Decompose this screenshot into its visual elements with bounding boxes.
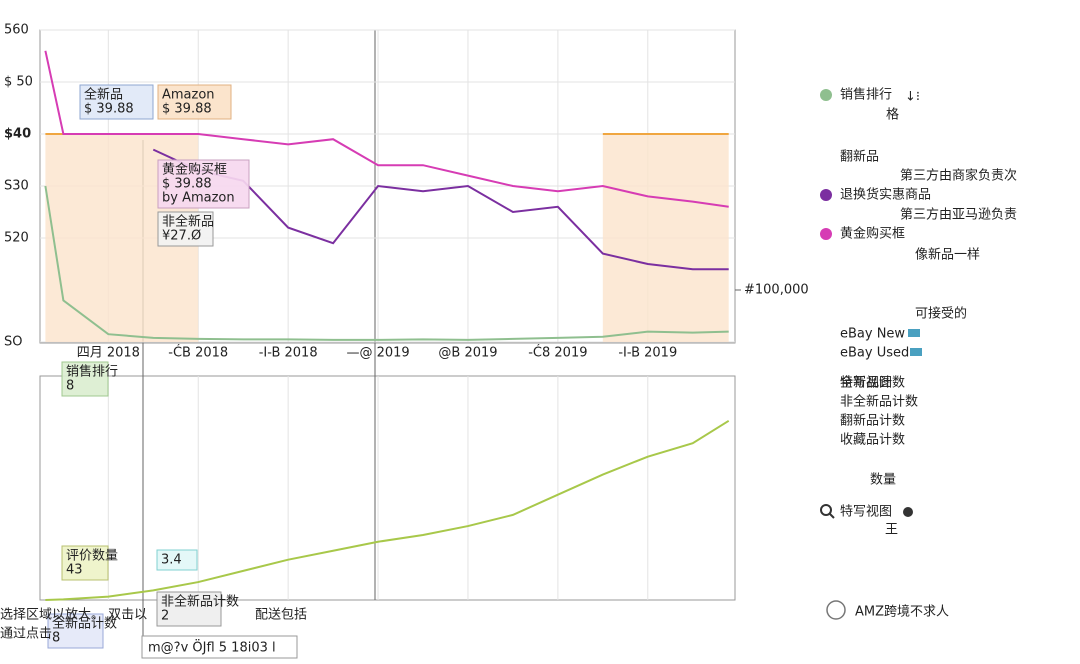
series-line [45, 419, 730, 601]
tooltip-text: $ 39.88 [84, 102, 134, 117]
panel-row: 收藏品计数 [840, 433, 905, 448]
tooltip [156, 549, 198, 571]
tooltip-text: 评价数量 [66, 549, 118, 564]
x-tick-label: -ĆB 2018 [168, 345, 228, 361]
panel-row: 第三方由亚马逊负责 [900, 207, 1017, 223]
series-line [44, 185, 729, 341]
tooltip-text: ¥27.Ø [162, 229, 201, 244]
tooltip [157, 211, 214, 247]
tooltip-text: 非全新品计数 [161, 594, 239, 610]
tooltip-text: 非全新品 [162, 214, 214, 230]
legend-label: 退换货实惠商品 [840, 187, 931, 203]
y-tick-label: SO [4, 335, 22, 350]
tooltip-text: by Amazon [162, 191, 235, 206]
hint-text: 配送包括 [255, 608, 307, 623]
tooltip-text: 2 [161, 609, 169, 624]
tooltip-text: 全新品计数 [52, 616, 117, 632]
tooltip [61, 545, 109, 581]
legend-label: 销售排行 [840, 87, 892, 103]
tooltip-text: $ 39.88 [162, 177, 212, 192]
tooltip [157, 84, 232, 120]
y-tick-label: 520 [4, 231, 29, 246]
truck-icon [908, 329, 920, 337]
x-tick-label: @B 2019 [438, 346, 497, 361]
panel-row: 可接受的 [915, 306, 967, 322]
y-tick-label: S30 [4, 179, 29, 194]
tooltip-text: 全新品 [84, 87, 123, 103]
panel-row: 翻新品计数 [840, 413, 905, 429]
tooltip-text: 8 [52, 631, 60, 646]
tooltip-text: $ 39.88 [162, 102, 212, 117]
tooltip-text: Amazon [162, 88, 215, 103]
panel-row: 非全新品计数 [840, 394, 918, 410]
legend-swatch [820, 189, 832, 201]
panel-row: 翻新品 [840, 149, 879, 165]
legend-label: 黄金购买框 [840, 226, 905, 242]
y2-tick-label: #100,000 [744, 283, 809, 298]
panel-row: 第三方由商家负责次 [900, 168, 1017, 184]
panel-row: 数量 [870, 473, 896, 488]
tooltip [47, 613, 104, 649]
legend-swatch [820, 89, 832, 101]
panel-row: eBay Used [840, 346, 909, 361]
tooltip-text: 3.4 [161, 553, 182, 568]
panel-row: 特写视图 [840, 376, 892, 391]
series-line [44, 50, 729, 208]
status-box [141, 635, 298, 659]
y-tick-label: $40 [4, 127, 31, 142]
tooltip-text: 8 [66, 379, 74, 394]
x-tick-label: -Ć8 2019 [528, 345, 587, 361]
hint-text: 通过点击 [0, 627, 52, 642]
search-icon [829, 513, 835, 519]
panel-row: 格 [886, 107, 899, 123]
panel-row: 特写视图 [840, 505, 892, 520]
bottom-plot-frame [39, 375, 736, 601]
search-icon [820, 504, 832, 516]
y-tick-label: $ 50 [4, 75, 33, 90]
tooltip-text: 销售排行 [66, 364, 118, 380]
tooltip [157, 159, 250, 209]
x-tick-label: -I-B 2019 [618, 346, 677, 361]
watermark-icon [826, 600, 846, 620]
tooltip-text: 43 [66, 563, 83, 578]
truck-icon [910, 348, 922, 356]
series-line [152, 148, 729, 271]
panel-row: 全新品计数 [840, 375, 905, 391]
panel-row: 像新品一样 [915, 247, 980, 263]
tooltip [156, 591, 222, 627]
tooltip [61, 361, 109, 397]
status-text: m@?v ÖJfl 5 18i03 l [148, 639, 276, 656]
x-tick-label: —@ 2019 [346, 346, 409, 361]
toggle-icon [903, 507, 913, 517]
tooltip [79, 84, 154, 120]
y-tick-label: 560 [4, 23, 29, 38]
x-tick-label: -I-B 2018 [259, 346, 318, 361]
legend-swatch [820, 228, 832, 240]
tooltip-text: 黄金购买框 [162, 162, 227, 178]
watermark: AMZ跨境不求人 [855, 605, 949, 620]
hint-text: 选择区域以放大。 双击以 [0, 608, 147, 623]
sort-icon: ↓⁝ [905, 90, 920, 105]
panel-row: eBay New [840, 327, 905, 342]
x-tick-label: 四月 2018 [77, 346, 140, 361]
panel-row: 王 [885, 523, 898, 538]
